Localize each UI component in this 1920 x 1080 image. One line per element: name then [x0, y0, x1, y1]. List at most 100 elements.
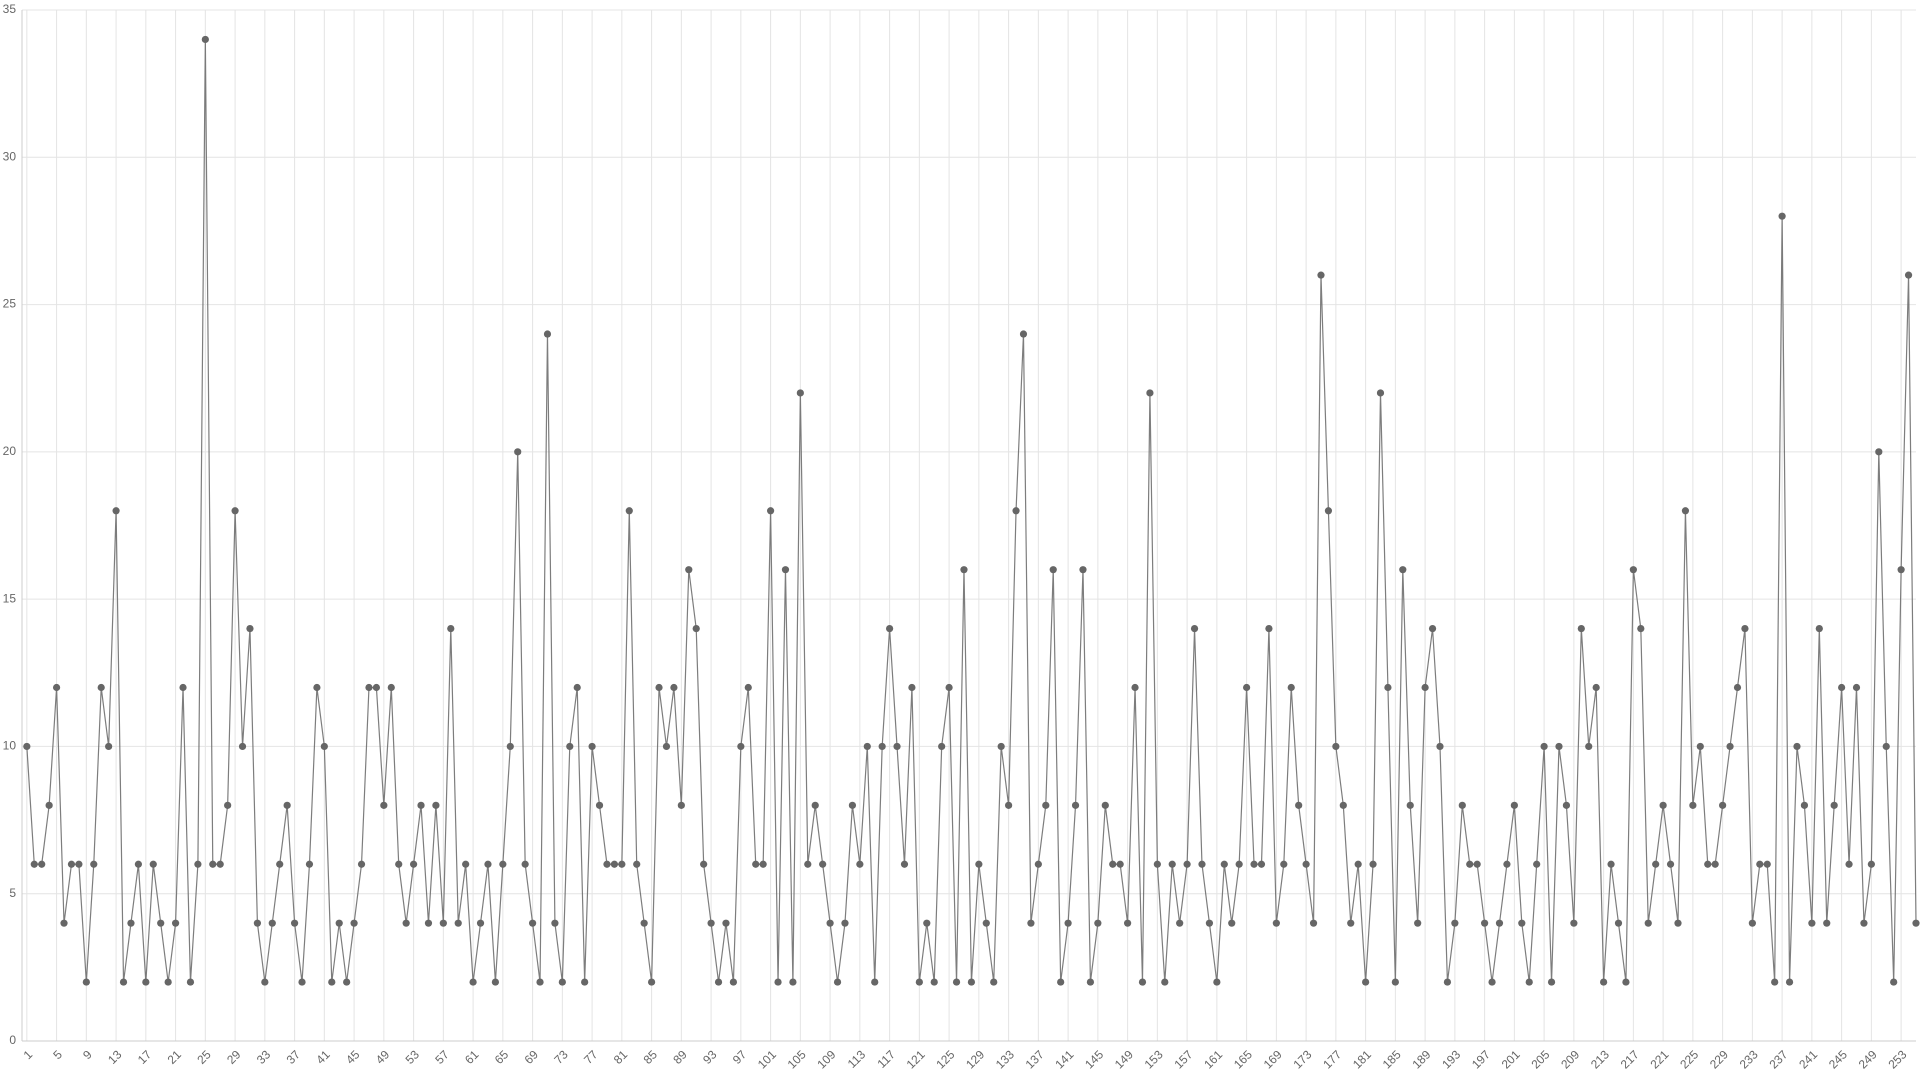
- data-point: [670, 683, 678, 692]
- data-point: [30, 860, 38, 868]
- data-point: [566, 742, 574, 751]
- data-point: [1124, 919, 1132, 927]
- x-tick-label: 9: [80, 1047, 95, 1062]
- data-point: [171, 919, 180, 927]
- data-point: [67, 860, 76, 868]
- data-point: [871, 978, 879, 986]
- data-point: [893, 742, 901, 751]
- data-point: [1525, 978, 1533, 986]
- data-point: [543, 330, 552, 338]
- data-point: [506, 742, 514, 751]
- data-point: [119, 978, 128, 986]
- x-tick-label: 97: [730, 1047, 750, 1067]
- x-tick-label: 125: [933, 1047, 957, 1071]
- data-point: [1867, 860, 1875, 868]
- data-point: [595, 801, 604, 809]
- data-point: [1272, 919, 1280, 927]
- x-tick-label: 37: [284, 1047, 304, 1067]
- x-tick-label: 1: [21, 1047, 36, 1062]
- data-point: [290, 919, 299, 927]
- data-point: [224, 801, 232, 809]
- data-point: [930, 978, 938, 986]
- x-tick-label: 105: [785, 1047, 809, 1071]
- data-point: [1057, 978, 1065, 986]
- data-point: [1138, 978, 1147, 986]
- data-point: [216, 860, 224, 868]
- data-point: [1071, 801, 1080, 809]
- data-point: [1830, 801, 1838, 809]
- data-point: [1823, 919, 1831, 927]
- data-point: [1518, 919, 1526, 927]
- data-point: [499, 860, 507, 868]
- data-point: [997, 742, 1005, 751]
- data-point: [804, 860, 812, 868]
- data-point: [1800, 801, 1809, 809]
- data-point: [1607, 860, 1615, 868]
- data-point: [1116, 860, 1124, 868]
- data-point: [194, 860, 202, 868]
- data-point: [1741, 625, 1749, 633]
- data-point: [1012, 507, 1020, 515]
- data-point: [432, 801, 440, 809]
- data-point: [1384, 683, 1392, 692]
- data-point: [1577, 625, 1585, 633]
- data-point: [1064, 919, 1072, 927]
- data-point: [952, 978, 961, 986]
- x-tick-label: 137: [1023, 1047, 1047, 1071]
- data-point: [484, 860, 492, 868]
- data-point: [1882, 742, 1890, 751]
- data-point: [960, 566, 968, 574]
- data-point: [1324, 507, 1333, 515]
- x-tick-label: 53: [403, 1047, 423, 1067]
- data-point: [90, 860, 98, 868]
- data-point: [1235, 860, 1243, 868]
- data-point: [1763, 860, 1771, 868]
- x-tick-label: 73: [551, 1047, 571, 1067]
- y-tick-label: 0: [9, 1033, 16, 1047]
- data-point: [1317, 271, 1325, 279]
- data-point: [692, 625, 700, 633]
- data-point: [1674, 919, 1682, 927]
- data-point: [1101, 801, 1109, 809]
- data-point: [328, 978, 336, 986]
- data-point: [350, 919, 358, 927]
- data-point: [1681, 507, 1690, 515]
- data-point: [737, 742, 745, 751]
- data-point: [982, 919, 990, 927]
- data-point: [1897, 566, 1905, 574]
- data-point: [1168, 860, 1176, 868]
- data-point: [1860, 919, 1868, 927]
- data-point: [1176, 919, 1184, 927]
- data-line: [26, 39, 1917, 983]
- data-point: [781, 566, 790, 574]
- data-point: [1875, 448, 1883, 456]
- data-point: [975, 860, 983, 868]
- data-point: [1436, 742, 1444, 751]
- data-point: [1019, 330, 1028, 338]
- data-point: [1369, 860, 1377, 868]
- data-point: [387, 683, 395, 692]
- x-tick-label: 149: [1112, 1047, 1136, 1071]
- data-point: [38, 860, 46, 868]
- data-point: [186, 978, 195, 986]
- data-point: [372, 683, 381, 692]
- data-point: [75, 860, 83, 868]
- data-point: [82, 978, 90, 986]
- data-point: [283, 801, 291, 809]
- data-point: [1696, 742, 1704, 751]
- data-point: [514, 448, 522, 456]
- data-point: [1719, 801, 1727, 809]
- data-point: [729, 978, 738, 986]
- data-point: [819, 860, 827, 868]
- x-tick-label: 193: [1439, 1047, 1463, 1071]
- data-point: [833, 978, 842, 986]
- y-tick-label: 30: [3, 149, 17, 163]
- data-point: [848, 801, 857, 809]
- x-tick-label: 69: [522, 1047, 542, 1067]
- x-tick-label: 209: [1558, 1047, 1582, 1071]
- x-tick-label: 169: [1261, 1047, 1285, 1071]
- data-point: [1711, 860, 1719, 868]
- x-tick-label: 13: [105, 1047, 125, 1067]
- data-point: [1838, 683, 1846, 692]
- data-point: [796, 389, 804, 397]
